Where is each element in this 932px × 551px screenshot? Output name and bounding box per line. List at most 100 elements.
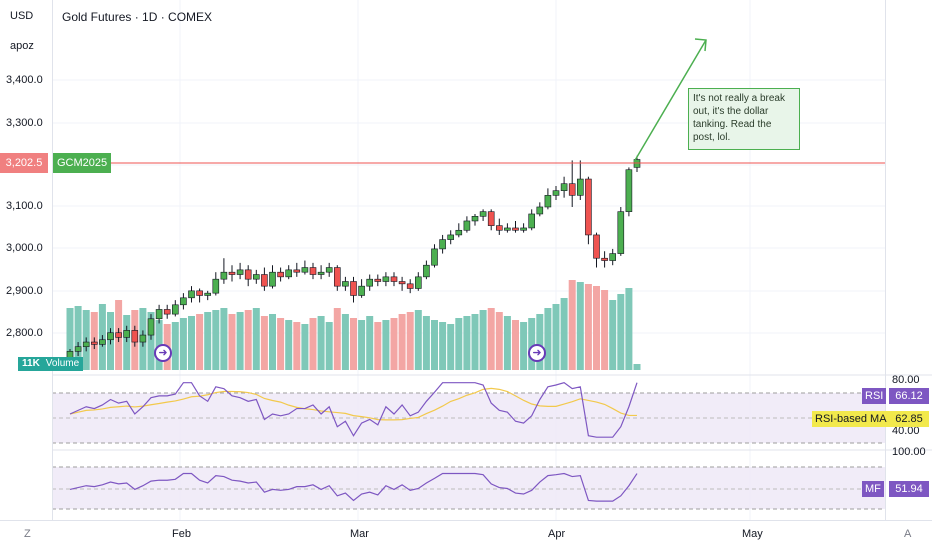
volume-bar <box>269 314 276 370</box>
candle <box>123 330 130 338</box>
volume-bar <box>277 318 285 370</box>
candle <box>301 267 309 273</box>
candle <box>601 257 608 261</box>
candle <box>471 216 479 222</box>
volume-bar <box>317 316 325 370</box>
volume-bar <box>220 308 228 370</box>
volume-bar <box>366 316 374 370</box>
volume-bar <box>414 310 422 370</box>
volume-bar <box>236 312 244 370</box>
candle <box>196 290 203 296</box>
candle <box>261 274 268 287</box>
candle <box>504 227 511 231</box>
candle <box>585 178 592 236</box>
volume-bar <box>479 310 487 370</box>
volume-bar <box>244 310 252 370</box>
candle <box>479 211 487 217</box>
candle <box>423 264 430 278</box>
candle <box>406 283 414 289</box>
volume-bar <box>179 318 187 370</box>
volume-bar <box>390 318 398 370</box>
price-tick: 3,100.0 <box>6 200 43 212</box>
rsi-line <box>69 382 638 438</box>
volume-bar <box>406 312 414 370</box>
zoom-button[interactable]: Z <box>24 528 31 540</box>
candle <box>512 227 519 231</box>
event-arrow-icon[interactable]: ➜ <box>154 344 172 362</box>
volume-bar <box>609 300 617 370</box>
volume-bar <box>625 288 633 370</box>
candle <box>374 278 382 282</box>
candle <box>552 190 560 196</box>
mf-line <box>69 472 638 502</box>
volume-bar <box>503 316 511 370</box>
candle <box>439 239 446 250</box>
candle <box>309 267 317 275</box>
candle <box>107 332 114 341</box>
right-axis[interactable] <box>885 0 932 520</box>
price-chart[interactable] <box>0 0 932 520</box>
candle <box>188 290 195 299</box>
volume-bar <box>568 280 576 370</box>
volume-bar <box>536 314 544 370</box>
volume-bar <box>463 316 471 370</box>
candle <box>520 227 527 231</box>
volume-bar <box>576 282 584 370</box>
volume-bar <box>584 284 592 370</box>
volume-bar <box>398 314 406 370</box>
candle <box>253 274 260 280</box>
volume-bar <box>528 318 536 370</box>
price-tick: 3,000.0 <box>6 242 43 254</box>
candle <box>358 285 365 296</box>
volume-bar <box>617 294 625 370</box>
candle <box>350 281 357 296</box>
volume-bar <box>422 316 430 370</box>
candle <box>204 292 211 296</box>
volume-bar <box>431 320 438 370</box>
candle <box>342 281 349 287</box>
price-tick: 3,400.0 <box>6 74 43 86</box>
rsi-lower-tick: 40.00 <box>892 425 920 437</box>
volume-bar <box>447 324 455 370</box>
price-tick: 3,300.0 <box>6 117 43 129</box>
volume-bar <box>325 322 333 370</box>
volume-legend[interactable]: 11K Volume <box>18 357 84 371</box>
scale-mode-button[interactable]: apoz <box>10 40 34 52</box>
chart-title[interactable]: Gold Futures · 1D · COMEX <box>62 10 213 24</box>
candle <box>147 318 155 336</box>
candle <box>99 339 106 345</box>
candle <box>617 211 625 254</box>
volume-value: 11K <box>22 358 40 369</box>
month-label: Feb <box>172 528 191 540</box>
volume-bar <box>341 314 349 370</box>
volume-bar <box>333 308 341 370</box>
volume-bar <box>196 314 204 370</box>
currency-button[interactable]: USD <box>10 10 34 22</box>
month-label: Apr <box>548 528 566 540</box>
auto-scale-button[interactable]: A <box>904 528 912 540</box>
candle <box>115 332 122 338</box>
trend-arrow[interactable] <box>633 38 707 163</box>
price-tick: 2,900.0 <box>6 285 43 297</box>
time-axis[interactable] <box>0 520 932 551</box>
rsi-ma-line <box>69 387 637 421</box>
volume-bar <box>188 316 195 370</box>
candle <box>325 267 333 273</box>
volume-bar <box>171 322 179 370</box>
left-price-axis[interactable]: USD apoz 3,400.0 3,300.0 3,100.0 3,000.0… <box>0 0 53 520</box>
volume-bar <box>374 322 382 370</box>
candle <box>382 276 390 282</box>
volume-bar <box>147 312 155 370</box>
candle <box>220 271 228 280</box>
candle <box>593 234 600 259</box>
volume-bar <box>350 318 357 370</box>
price-tick: 2,800.0 <box>6 327 43 339</box>
event-arrow-icon[interactable]: ➜ <box>528 344 546 362</box>
candle <box>609 253 617 261</box>
candle <box>180 297 187 306</box>
rsi-upper-tick: 80.00 <box>892 374 920 386</box>
text-annotation[interactable]: It's not really a break out, it's the do… <box>688 88 800 150</box>
candle <box>139 334 147 343</box>
candle <box>212 278 220 294</box>
volume-bar <box>495 312 503 370</box>
